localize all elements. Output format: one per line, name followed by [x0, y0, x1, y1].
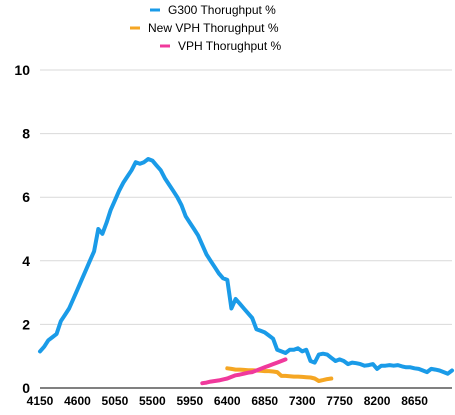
series-line-1	[38, 157, 454, 376]
x-tick-label: 7300	[289, 394, 316, 408]
series-line-2	[225, 366, 334, 383]
x-tick-label: 5500	[139, 394, 166, 408]
legend-label-1: G300 Thorughput %	[168, 3, 276, 17]
x-tick-label: 7750	[326, 394, 353, 408]
x-tick-label: 6850	[251, 394, 278, 408]
y-tick-label: 6	[22, 189, 30, 205]
x-tick-label: 6400	[214, 394, 241, 408]
x-tick-label: 8200	[364, 394, 391, 408]
y-tick-label: 2	[22, 316, 30, 332]
x-tick-label: 5050	[102, 394, 129, 408]
y-tick-label: 8	[22, 126, 30, 142]
legend-label-3: VPH Thorughput %	[178, 39, 282, 53]
legend-label-2: New VPH Thorughput %	[148, 21, 279, 35]
y-tick-label: 10	[14, 62, 30, 78]
series-line-3	[200, 357, 288, 386]
y-tick-label: 0	[22, 380, 30, 396]
x-tick-label: 4600	[64, 394, 91, 408]
x-tick-label: 5950	[176, 394, 203, 408]
x-tick-label: 4150	[27, 394, 54, 408]
y-tick-label: 4	[22, 253, 30, 269]
x-tick-label: 8650	[401, 394, 428, 408]
